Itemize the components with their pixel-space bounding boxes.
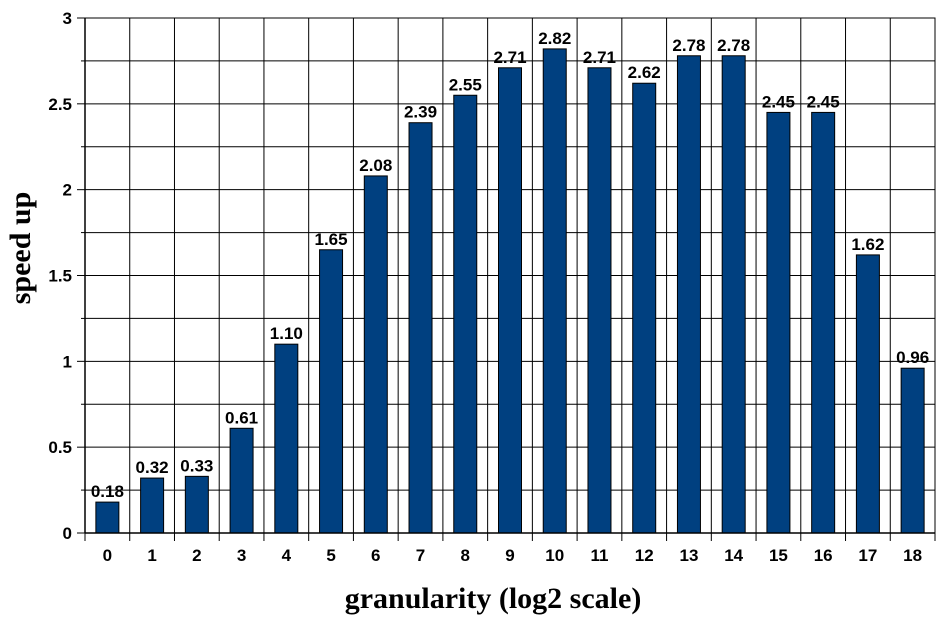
data-label-9: 2.71 <box>493 48 526 67</box>
bar-3 <box>229 427 254 534</box>
bar-2 <box>184 475 209 534</box>
data-label-8: 2.55 <box>449 75 482 94</box>
y-tick-label: 2.5 <box>48 95 72 114</box>
x-tick-label: 4 <box>282 546 292 565</box>
data-label-3: 0.61 <box>225 408 258 427</box>
x-tick-label: 15 <box>769 546 788 565</box>
data-label-5: 1.65 <box>315 230 348 249</box>
bar-8 <box>453 94 478 534</box>
bars <box>95 48 925 534</box>
bar-13 <box>676 55 701 534</box>
x-tick-label: 12 <box>635 546 654 565</box>
data-label-2: 0.33 <box>180 456 213 475</box>
data-label-18: 0.96 <box>896 348 929 367</box>
data-label-10: 2.82 <box>538 29 571 48</box>
bar-6 <box>363 175 388 534</box>
x-tick-label: 1 <box>147 546 156 565</box>
bar-1 <box>140 477 165 534</box>
bar-0 <box>95 501 120 534</box>
bar-17 <box>855 254 880 534</box>
y-tick-label: 1.5 <box>48 267 72 286</box>
bar-15 <box>766 111 791 534</box>
bar-11 <box>587 67 612 534</box>
y-tick-label: 2 <box>63 181 72 200</box>
data-label-16: 2.45 <box>807 92 840 111</box>
x-tick-label: 9 <box>505 546 514 565</box>
axes: 00.511.522.530 1 2 3 4 5 6 7 8 9 10 11 12 13 14 15 16 17 1… <box>48 9 936 565</box>
data-label-17: 1.62 <box>851 235 884 254</box>
x-tick-label: 3 <box>237 546 246 565</box>
y-tick-label: 0.5 <box>48 438 72 457</box>
x-tick-label: 14 <box>724 546 743 565</box>
data-label-13: 2.78 <box>672 36 705 55</box>
data-label-12: 2.62 <box>628 63 661 82</box>
bar-16 <box>811 111 836 534</box>
x-tick-label: 7 <box>416 546 425 565</box>
y-axis-title: speed up <box>4 192 37 305</box>
x-tick-label: 6 <box>371 546 380 565</box>
x-tick-label: 18 <box>903 546 922 565</box>
x-tick-label: 5 <box>326 546 335 565</box>
bar-7 <box>408 122 433 534</box>
x-tick-label: 8 <box>461 546 470 565</box>
bar-14 <box>721 55 746 534</box>
x-tick-label: 13 <box>679 546 698 565</box>
bar-18 <box>900 367 925 534</box>
data-labels: 0.18 0.32 0.33 0.61 1.10 1.65 2.08 2.39 2.55 2.71… <box>91 29 929 501</box>
bar-4 <box>274 343 299 534</box>
data-label-14: 2.78 <box>717 36 750 55</box>
bar-5 <box>319 249 344 534</box>
y-tick-label: 1 <box>63 352 72 371</box>
x-tick-label: 10 <box>545 546 564 565</box>
data-label-15: 2.45 <box>762 92 795 111</box>
y-tick-label: 3 <box>63 9 72 28</box>
x-tick-label: 16 <box>814 546 833 565</box>
data-label-6: 2.08 <box>359 156 392 175</box>
x-tick-label: 0 <box>103 546 112 565</box>
data-label-11: 2.71 <box>583 48 616 67</box>
data-label-0: 0.18 <box>91 482 124 501</box>
y-tick-label: 0 <box>63 524 72 543</box>
x-axis-title: granularity (log2 scale) <box>345 582 642 615</box>
x-tick-label: 17 <box>858 546 877 565</box>
bar-12 <box>632 82 657 534</box>
x-tick-label: 11 <box>590 546 608 565</box>
data-label-7: 2.39 <box>404 103 437 122</box>
data-label-1: 0.32 <box>136 458 169 477</box>
x-tick-label: 2 <box>192 546 201 565</box>
bar-9 <box>498 67 522 534</box>
bar-10 <box>542 48 567 534</box>
data-label-4: 1.10 <box>270 324 303 343</box>
